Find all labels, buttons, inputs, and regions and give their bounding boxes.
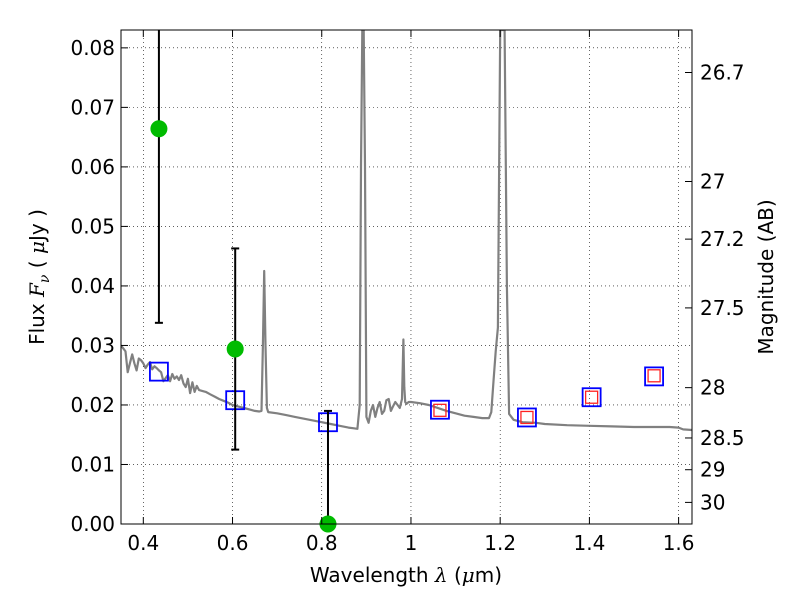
plot-frame bbox=[120, 29, 693, 525]
y-tick-label: 0.00 bbox=[70, 512, 115, 536]
y2-tick-label: 27.2 bbox=[700, 227, 745, 251]
photometry-markers bbox=[149, 361, 664, 433]
y2-tick-label: 30 bbox=[700, 490, 725, 514]
axis-ticks: 0.4 0.6 0.8 1 1.2 1.4 1.6 0.00 0.01 0.02 0.03 0.04 0… bbox=[70, 30, 745, 555]
y-tick-label: 0.05 bbox=[70, 214, 115, 238]
x-tick-label: 1.2 bbox=[484, 531, 516, 555]
y2-axis-label: Magnitude (AB) bbox=[754, 199, 778, 354]
model-spectrum bbox=[121, 30, 692, 432]
y-tick-label: 0.06 bbox=[70, 155, 115, 179]
y-tick-label: 0.01 bbox=[70, 452, 115, 476]
x-tick-label: 0.8 bbox=[306, 531, 338, 555]
y-axis-label: Flux Fν ( μJy ) bbox=[25, 209, 53, 345]
y2-tick-label: 28.5 bbox=[700, 426, 745, 450]
model-photometry-square bbox=[644, 366, 664, 387]
x-tick-label: 0.4 bbox=[127, 531, 159, 555]
y2-tick-label: 28 bbox=[700, 376, 725, 400]
y2-tick-label: 26.7 bbox=[700, 61, 745, 85]
y-tick-label: 0.03 bbox=[70, 333, 115, 357]
x-axis-label: Wavelength λ (μm) bbox=[310, 563, 502, 587]
observed-photometry bbox=[150, 30, 337, 533]
y-tick-label: 0.04 bbox=[70, 274, 115, 298]
observed-point bbox=[150, 120, 168, 138]
spectrum-line bbox=[121, 30, 692, 432]
x-tick-label: 1.4 bbox=[573, 531, 605, 555]
model-photometry-square bbox=[581, 387, 602, 408]
x-tick-label: 1 bbox=[405, 531, 418, 555]
model-photometry-alt-square bbox=[433, 403, 447, 417]
y2-tick-label: 29 bbox=[700, 458, 725, 482]
model-photometry-square bbox=[430, 399, 450, 420]
y-tick-label: 0.07 bbox=[70, 95, 115, 119]
grid-lines bbox=[121, 30, 692, 525]
x-tick-label: 1.6 bbox=[663, 531, 695, 555]
x-tick-label: 0.6 bbox=[217, 531, 249, 555]
y-tick-label: 0.08 bbox=[70, 36, 115, 60]
y2-tick-label: 27 bbox=[700, 170, 725, 194]
model-photometry-alt-square bbox=[520, 410, 534, 425]
model-photometry-square bbox=[517, 407, 537, 428]
observed-point bbox=[226, 340, 244, 358]
model-photometry-alt-square bbox=[584, 390, 599, 404]
model-photometry-square bbox=[149, 361, 169, 382]
y2-tick-label: 27.5 bbox=[700, 296, 745, 320]
y-tick-label: 0.02 bbox=[70, 393, 115, 417]
model-photometry-alt-square bbox=[647, 369, 661, 383]
